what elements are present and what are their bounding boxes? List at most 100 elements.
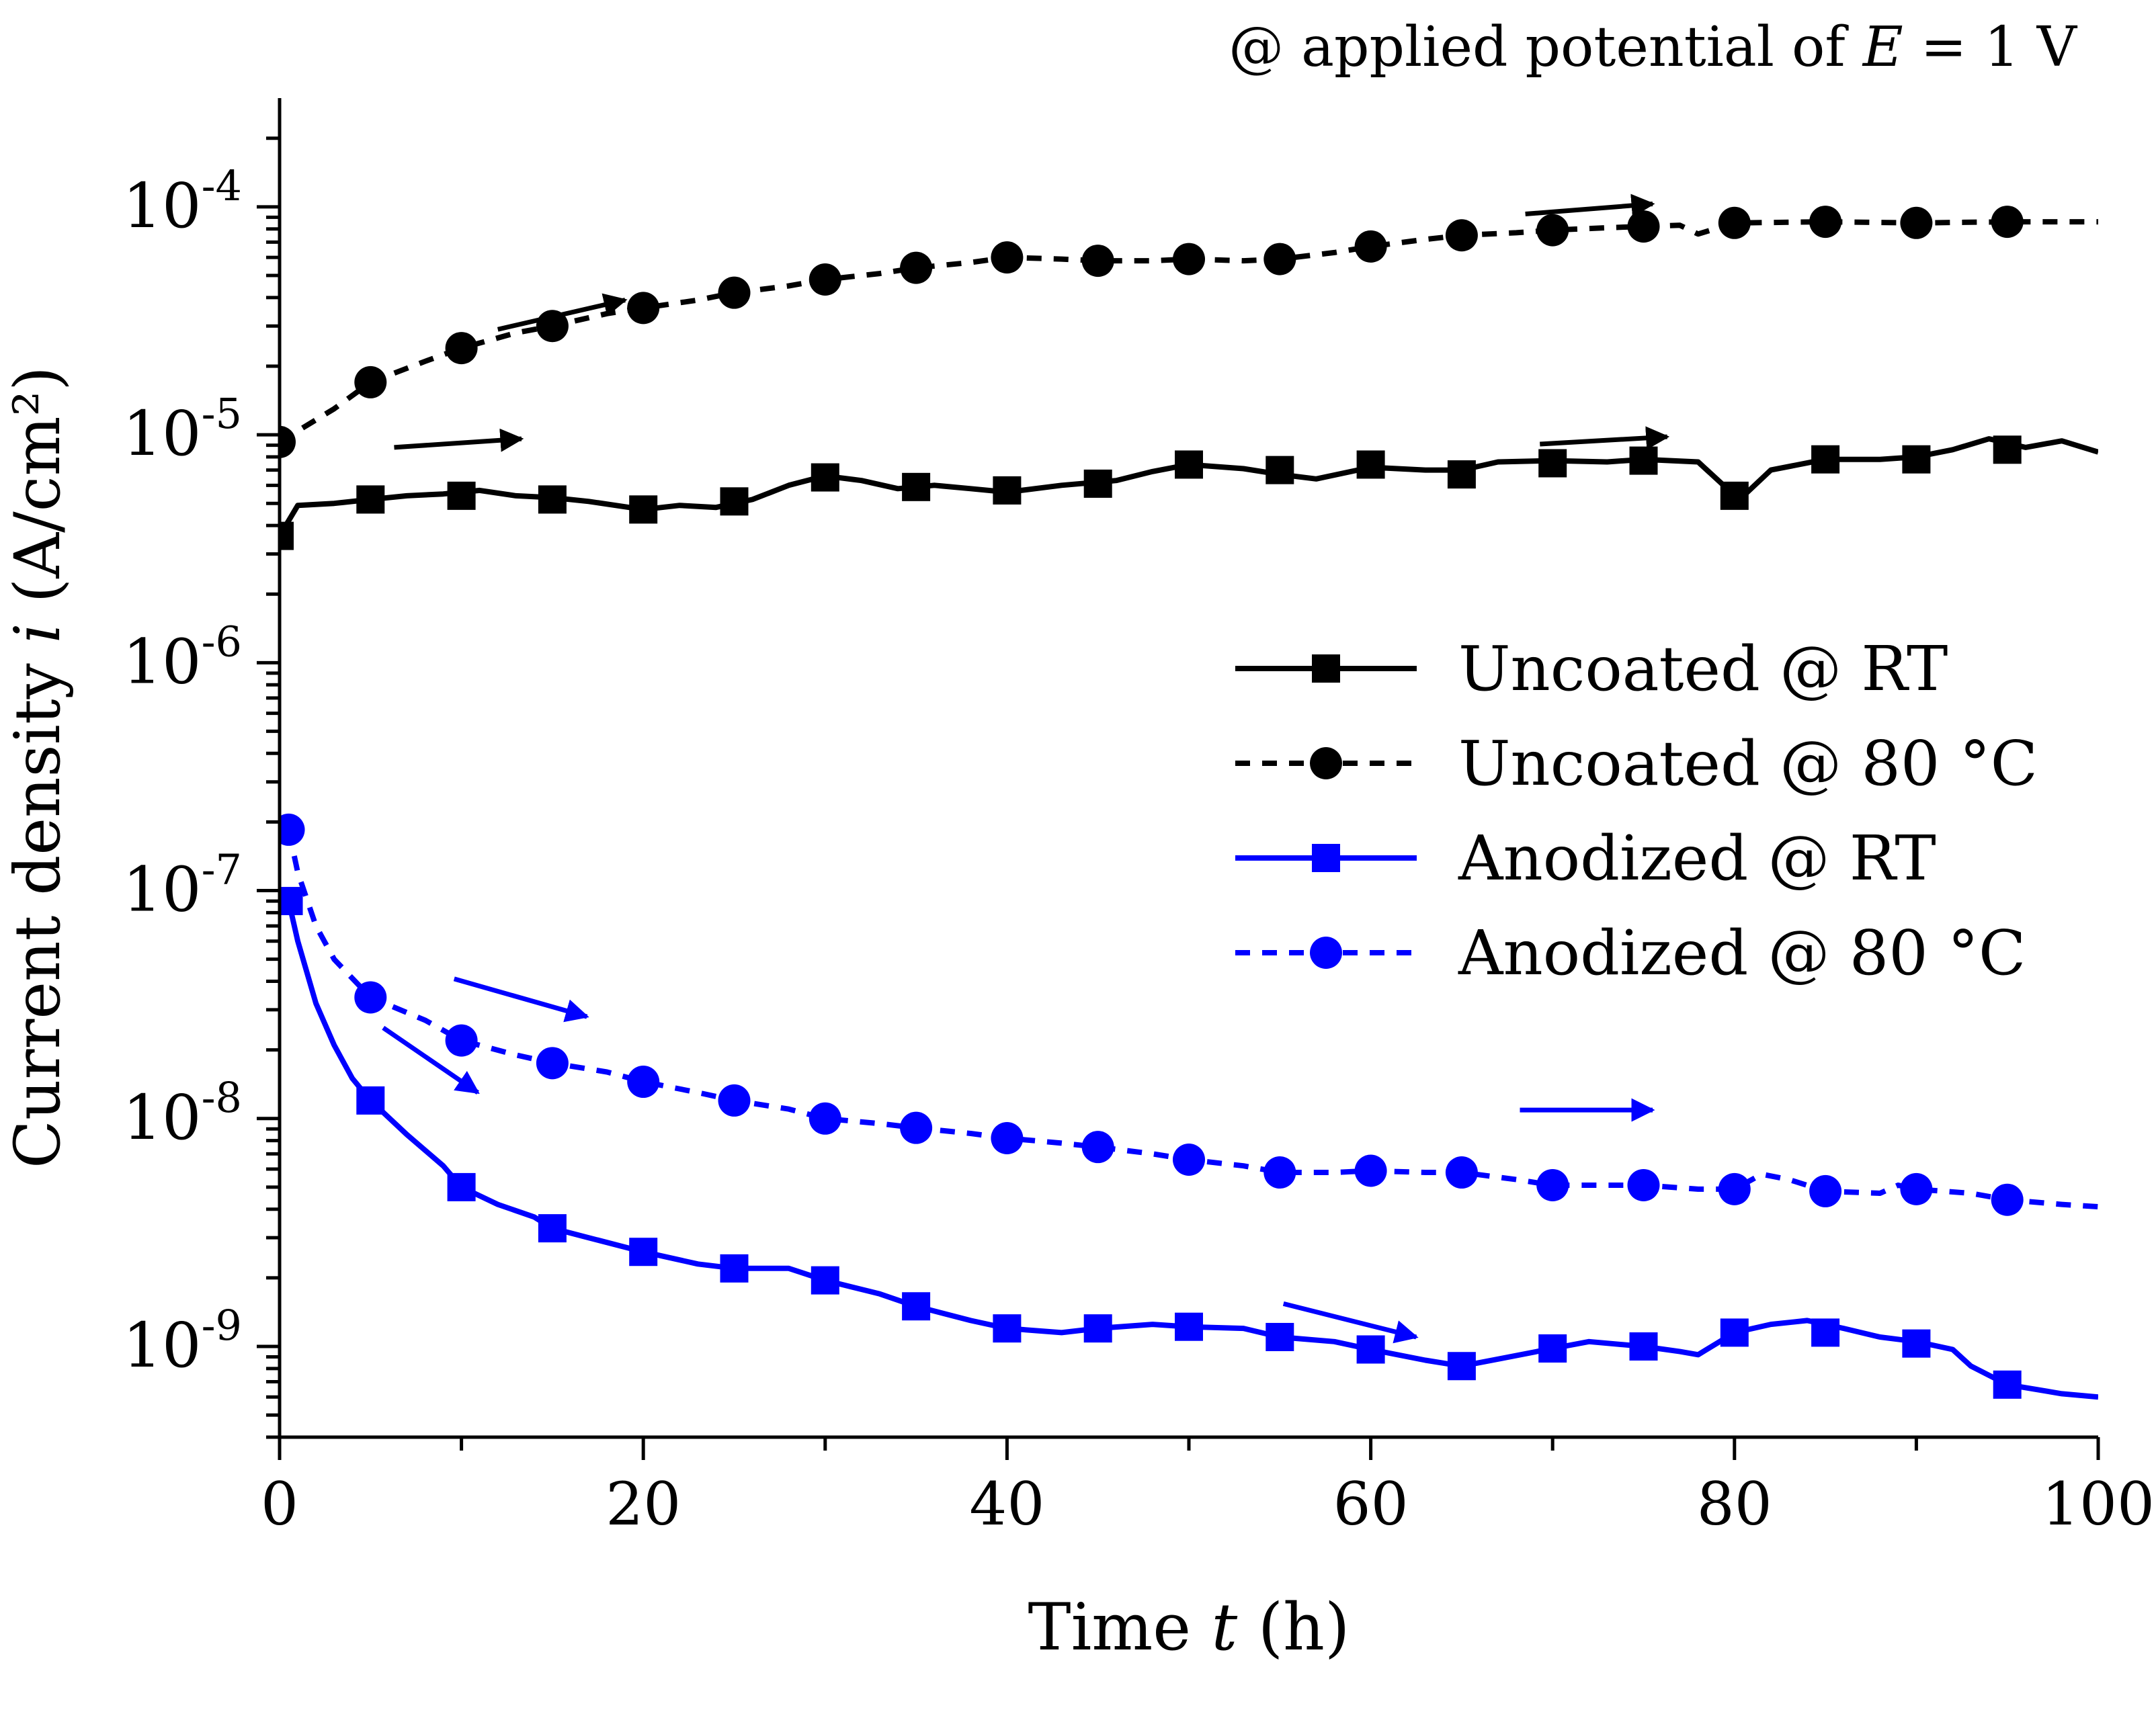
data-point <box>720 487 749 516</box>
data-point <box>1447 1352 1476 1381</box>
x-tick-label: 60 <box>1333 1469 1409 1539</box>
data-point <box>1902 445 1931 474</box>
data-point <box>1718 1172 1751 1205</box>
y-tick-label-exponent: -4 <box>202 161 242 210</box>
x-tick-label: 100 <box>2042 1469 2155 1539</box>
x-tick-label: 80 <box>1697 1469 1772 1539</box>
y-tick-label: 10-4 <box>123 161 242 242</box>
y-axis-label-suffix: (A/cm²) <box>1 366 75 623</box>
y-tick-label-base: 10 <box>123 1082 202 1154</box>
legend-swatch-marker <box>1310 747 1342 779</box>
data-point <box>1173 243 1205 275</box>
data-point <box>447 1172 476 1201</box>
series-3 <box>280 887 2098 1400</box>
series-layer <box>280 206 2098 1400</box>
arrow-layer <box>382 194 1670 1344</box>
y-axis-label: Current density i (A/cm²) <box>1 366 75 1168</box>
data-point <box>1627 1168 1660 1201</box>
y-tick-label-exponent: -7 <box>202 845 242 894</box>
y-tick-label-exponent: -5 <box>202 389 242 438</box>
y-tick-label-exponent: -6 <box>202 617 242 666</box>
data-point <box>1718 206 1751 239</box>
data-point <box>1902 1329 1931 1358</box>
data-point <box>354 981 387 1014</box>
trend-arrow <box>394 428 524 452</box>
x-tick-label: 40 <box>969 1469 1044 1539</box>
data-point <box>280 813 305 846</box>
data-point <box>1447 460 1476 489</box>
x-axis-label: Time t (h) <box>1028 1590 1350 1665</box>
data-point <box>1538 449 1567 478</box>
data-point <box>1173 1143 1205 1176</box>
y-tick-label: 10-7 <box>123 845 242 926</box>
annotation-text: @ applied potential of E = 1 V <box>1229 15 2078 79</box>
y-tick-label-exponent: -9 <box>202 1301 242 1350</box>
data-point <box>1536 1168 1569 1201</box>
data-point <box>900 251 933 284</box>
trend-arrow <box>497 293 628 332</box>
data-point <box>1536 214 1569 247</box>
data-point <box>991 241 1024 274</box>
data-point <box>1266 456 1294 484</box>
data-point <box>536 1047 569 1080</box>
y-tick-label-base: 10 <box>123 854 202 926</box>
trend-arrow <box>1540 426 1670 450</box>
data-point <box>1354 1154 1387 1187</box>
data-point <box>718 1084 751 1117</box>
y-axis-label-prefix: Current density <box>1 643 75 1168</box>
data-point <box>280 521 294 550</box>
data-point <box>1629 446 1658 475</box>
data-point <box>809 1102 841 1135</box>
data-point <box>354 366 387 398</box>
data-point <box>1175 1312 1203 1341</box>
data-point <box>538 485 567 514</box>
data-point <box>993 1314 1022 1343</box>
data-point <box>1900 1172 1933 1205</box>
x-tick-label: 20 <box>606 1469 681 1539</box>
y-tick-label: 10-6 <box>123 617 242 697</box>
data-point <box>1081 245 1114 277</box>
legend: Uncoated @ RT Uncoated @ 80 °C Anodized @ … <box>1235 633 2038 989</box>
data-point <box>811 1266 839 1295</box>
data-point <box>1993 435 2022 464</box>
data-point <box>902 1292 931 1321</box>
legend-entry: Anodized @ RT <box>1235 822 1936 894</box>
trend-arrow <box>453 976 589 1023</box>
data-point <box>627 1066 660 1099</box>
legend-label: Anodized @ RT <box>1458 822 1936 894</box>
trend-arrow <box>1525 194 1655 218</box>
data-point <box>1083 1314 1112 1343</box>
data-point <box>1811 445 1840 474</box>
series-2 <box>280 206 2098 458</box>
series-4 <box>280 813 2098 1216</box>
trend-arrow <box>1282 1301 1419 1344</box>
data-point <box>538 1214 567 1243</box>
data-point <box>1811 1318 1840 1347</box>
legend-entry: Uncoated @ RT <box>1235 633 1948 705</box>
series-1 <box>280 435 2098 550</box>
data-point <box>629 1238 658 1266</box>
annotation-prefix: @ applied potential of <box>1229 15 1863 79</box>
data-point <box>811 463 839 492</box>
data-point <box>445 1024 478 1057</box>
data-point <box>280 887 303 916</box>
legend-label: Uncoated @ RT <box>1458 633 1948 705</box>
data-point <box>718 276 751 309</box>
data-point <box>280 425 296 458</box>
legend-entry: Anodized @ 80 °C <box>1235 917 2026 989</box>
x-axis-label-prefix: Time <box>1028 1590 1212 1665</box>
data-point <box>1354 230 1387 263</box>
data-point <box>1175 450 1203 479</box>
data-point <box>809 263 841 296</box>
data-point <box>1538 1334 1567 1363</box>
data-point <box>1266 1322 1294 1351</box>
data-point <box>1629 1332 1658 1361</box>
data-point <box>1809 206 1842 239</box>
data-point <box>445 332 478 365</box>
y-tick-label-exponent: -8 <box>202 1073 242 1122</box>
data-point <box>1356 450 1385 479</box>
y-tick-label: 10-9 <box>123 1301 242 1381</box>
x-axis-label-suffix: (h) <box>1237 1590 1350 1665</box>
legend-swatch-marker <box>1310 937 1342 969</box>
